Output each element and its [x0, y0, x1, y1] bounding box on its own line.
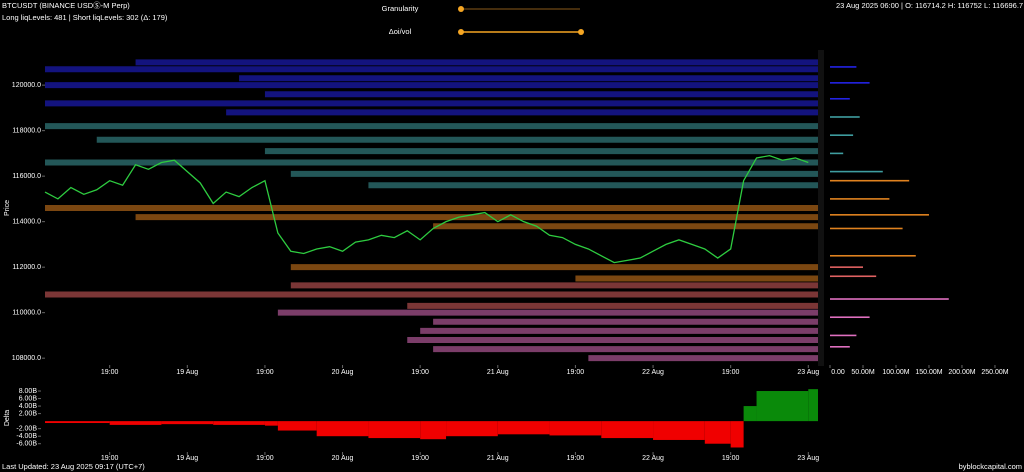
y-tick-label: 6.00B: [19, 395, 38, 402]
delta-bar: [549, 421, 602, 436]
levels-info: Long liqLevels: 481 | Short liqLevels: 3…: [2, 13, 168, 22]
last-updated: Last Updated: 23 Aug 2025 09:17 (UTC+7): [2, 462, 145, 471]
slider-handle[interactable]: [458, 29, 464, 35]
x-tick-label: 23 Aug: [797, 369, 819, 376]
profile-bar: [830, 214, 929, 216]
site: byblockcapital.com: [959, 462, 1022, 471]
y-tick-label: -6.00B: [16, 441, 37, 448]
x-tick-label: 19:00: [567, 369, 585, 376]
y-tick-label: 110000.0: [12, 310, 41, 317]
delta-bar: [743, 406, 757, 422]
x-tick-label: 19:00: [411, 369, 429, 376]
profile-bar: [830, 334, 857, 337]
x-tick-label: 19:00: [411, 455, 429, 462]
x-tick-label: 23 Aug: [797, 455, 819, 462]
delta-bar: [420, 421, 447, 440]
x-tick-label: 19:00: [101, 369, 119, 376]
profile-bar: [830, 316, 870, 319]
y-tick-label: 118000.0: [12, 127, 41, 134]
y-axis-label: Delta: [4, 410, 11, 426]
profile-bar: [830, 82, 870, 84]
delta-bar: [316, 421, 369, 437]
profile-bar: [830, 116, 860, 118]
delta-bar: [808, 389, 818, 422]
y-tick-label: 114000.0: [12, 218, 41, 225]
delta-bar: [653, 421, 705, 440]
delta-bar: [368, 421, 421, 439]
y-tick-label: 112000.0: [12, 264, 41, 271]
x-tick-label: 19:00: [256, 369, 274, 376]
profile-bar: [830, 152, 844, 155]
y-tick-label: 108000.0: [12, 355, 41, 362]
profile-bar: [830, 266, 863, 268]
separator: [818, 50, 824, 366]
delta-bar: [109, 421, 162, 425]
delta-bar: [161, 421, 214, 425]
profile-bar: [830, 345, 850, 348]
y-axis-label: Price: [4, 200, 11, 216]
delta-bar: [264, 421, 278, 426]
x-tick-label: 50.00M: [851, 369, 875, 376]
profile-bar: [830, 254, 916, 257]
delta-bar: [730, 421, 744, 448]
delta-bar: [213, 421, 265, 425]
symbol: BTCUSDT (BINANCE USDⓈ-M Perp): [2, 1, 130, 10]
profile-bar: [830, 66, 857, 68]
delta-bar: [756, 391, 809, 422]
x-tick-label: 19:00: [722, 455, 740, 462]
profile-bar: [830, 179, 910, 182]
delta-bar: [446, 421, 498, 437]
x-tick-label: 22 Aug: [642, 455, 664, 462]
x-tick-label: 19:00: [722, 369, 740, 376]
x-tick-label: 21 Aug: [487, 455, 509, 462]
y-tick-label: -4.00B: [16, 433, 37, 440]
x-tick-label: 20 Aug: [332, 455, 354, 462]
y-tick-label: -2.00B: [16, 426, 37, 433]
profile-bar: [830, 275, 877, 278]
x-tick-label: 19:00: [567, 455, 585, 462]
oi-vol-label: Δoi/vol: [389, 27, 412, 36]
slider-handle[interactable]: [578, 29, 584, 35]
x-tick-label: 21 Aug: [487, 369, 509, 376]
price-line: [44, 154, 809, 264]
granularity-slider[interactable]: [458, 6, 580, 12]
profile-bar: [830, 134, 854, 136]
x-tick-label: 19:00: [101, 455, 119, 462]
y-tick-label: 2.00B: [19, 410, 38, 417]
ohlc: 23 Aug 2025 06:00 | O: 116714.2 H: 11675…: [836, 1, 1024, 10]
x-tick-label: 100.00M: [882, 369, 909, 376]
profile-bar: [830, 298, 949, 300]
x-tick-label: 22 Aug: [642, 369, 664, 376]
profile-bar: [830, 170, 883, 173]
x-tick-label: 19 Aug: [176, 455, 198, 462]
slider-handle[interactable]: [458, 6, 464, 12]
delta-bar: [601, 421, 654, 439]
profile-bar: [830, 97, 850, 100]
delta-bar: [45, 421, 110, 424]
x-tick-label: 200.00M: [948, 369, 975, 376]
x-tick-label: 19 Aug: [176, 369, 198, 376]
oi-vol-slider[interactable]: [458, 29, 584, 35]
x-tick-label: 150.00M: [915, 369, 942, 376]
x-tick-label: 0.00: [831, 369, 845, 376]
x-tick-label: 250.00M: [981, 369, 1008, 376]
delta-bar: [704, 421, 731, 444]
y-tick-label: 120000.0: [12, 82, 41, 89]
delta-bar: [497, 421, 550, 435]
profile-bar: [830, 198, 890, 200]
y-tick-label: 4.00B: [19, 403, 38, 410]
y-tick-label: 116000.0: [12, 173, 41, 180]
delta-bar: [277, 421, 317, 431]
profile-bar: [830, 227, 903, 230]
y-tick-label: 8.00B: [19, 388, 38, 395]
x-tick-label: 20 Aug: [332, 369, 354, 376]
x-tick-label: 19:00: [256, 455, 274, 462]
granularity-label: Granularity: [382, 4, 419, 13]
